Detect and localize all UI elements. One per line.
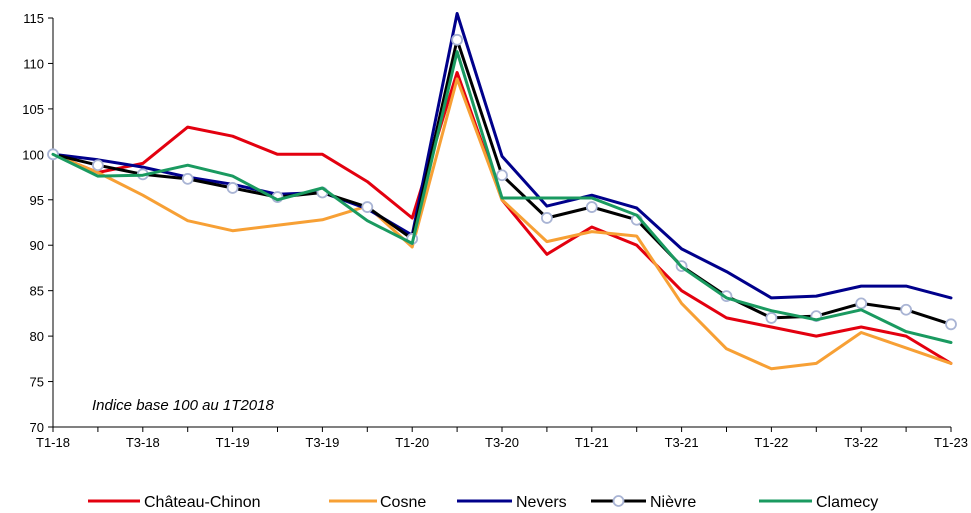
legend-label-nevers: Nevers [516, 494, 567, 511]
x-tick-label: T3-20 [485, 435, 519, 450]
series-point-nievre [226, 182, 239, 194]
x-tick-label: T1-18 [36, 435, 70, 450]
legend-label-clamecy: Clamecy [816, 494, 878, 511]
y-tick-label: 105 [22, 102, 44, 117]
series-line-clamecy [51, 50, 953, 344]
x-tick-label: T1-19 [216, 435, 250, 450]
series-point-nievre [496, 169, 508, 182]
series-layer [47, 12, 957, 371]
x-tick-label: T3-18 [126, 435, 160, 450]
y-tick-label: 75 [30, 375, 44, 390]
series-point-nievre [92, 159, 104, 172]
legend-label-nievre: Nièvre [650, 494, 696, 511]
y-tick-label: 90 [30, 238, 44, 253]
y-tick-label: 100 [22, 147, 44, 162]
y-tick-label: 85 [30, 284, 44, 299]
x-tick-label: T1-20 [395, 435, 429, 450]
legend-label-cosne: Cosne [380, 494, 426, 511]
series-point-nievre [361, 201, 374, 213]
x-tick-label: T1-22 [754, 435, 788, 450]
legend-marker-nievre [612, 495, 625, 507]
y-tick-label: 95 [30, 193, 44, 208]
y-tick-label: 110 [23, 56, 44, 71]
y-tick-label: 80 [30, 329, 44, 344]
x-tick-label: T1-23 [934, 435, 968, 450]
chart-annotation: Indice base 100 au 1T2018 [92, 397, 274, 414]
series-point-nievre [181, 172, 194, 185]
x-tick-label: T1-21 [575, 435, 609, 450]
legend: Château-Chinon Cosne Nevers Nièvre Clamecy [88, 494, 878, 511]
x-tick-label: T3-19 [305, 435, 339, 450]
y-tick-label: 70 [30, 420, 44, 435]
x-tick-label: T3-22 [844, 435, 878, 450]
series-point-nievre [585, 201, 598, 213]
series-line-nevers [51, 12, 953, 300]
x-tick-label: T3-21 [665, 435, 699, 450]
legend-label-chateau-chinon: Château-Chinon [144, 494, 261, 511]
series-point-nievre [855, 297, 868, 310]
series-line-cosne [51, 77, 953, 371]
series-point-nievre [900, 303, 912, 316]
series-point-nievre [541, 212, 553, 224]
series-point-nievre [945, 318, 957, 331]
series-point-nievre [451, 33, 464, 46]
y-tick-label: 115 [23, 11, 44, 26]
series-point-nievre [765, 312, 778, 324]
chart-axes: 70 75 80 85 90 95 100 105 110 115 T1-18 T3-18 T1-19 T… [22, 11, 968, 450]
